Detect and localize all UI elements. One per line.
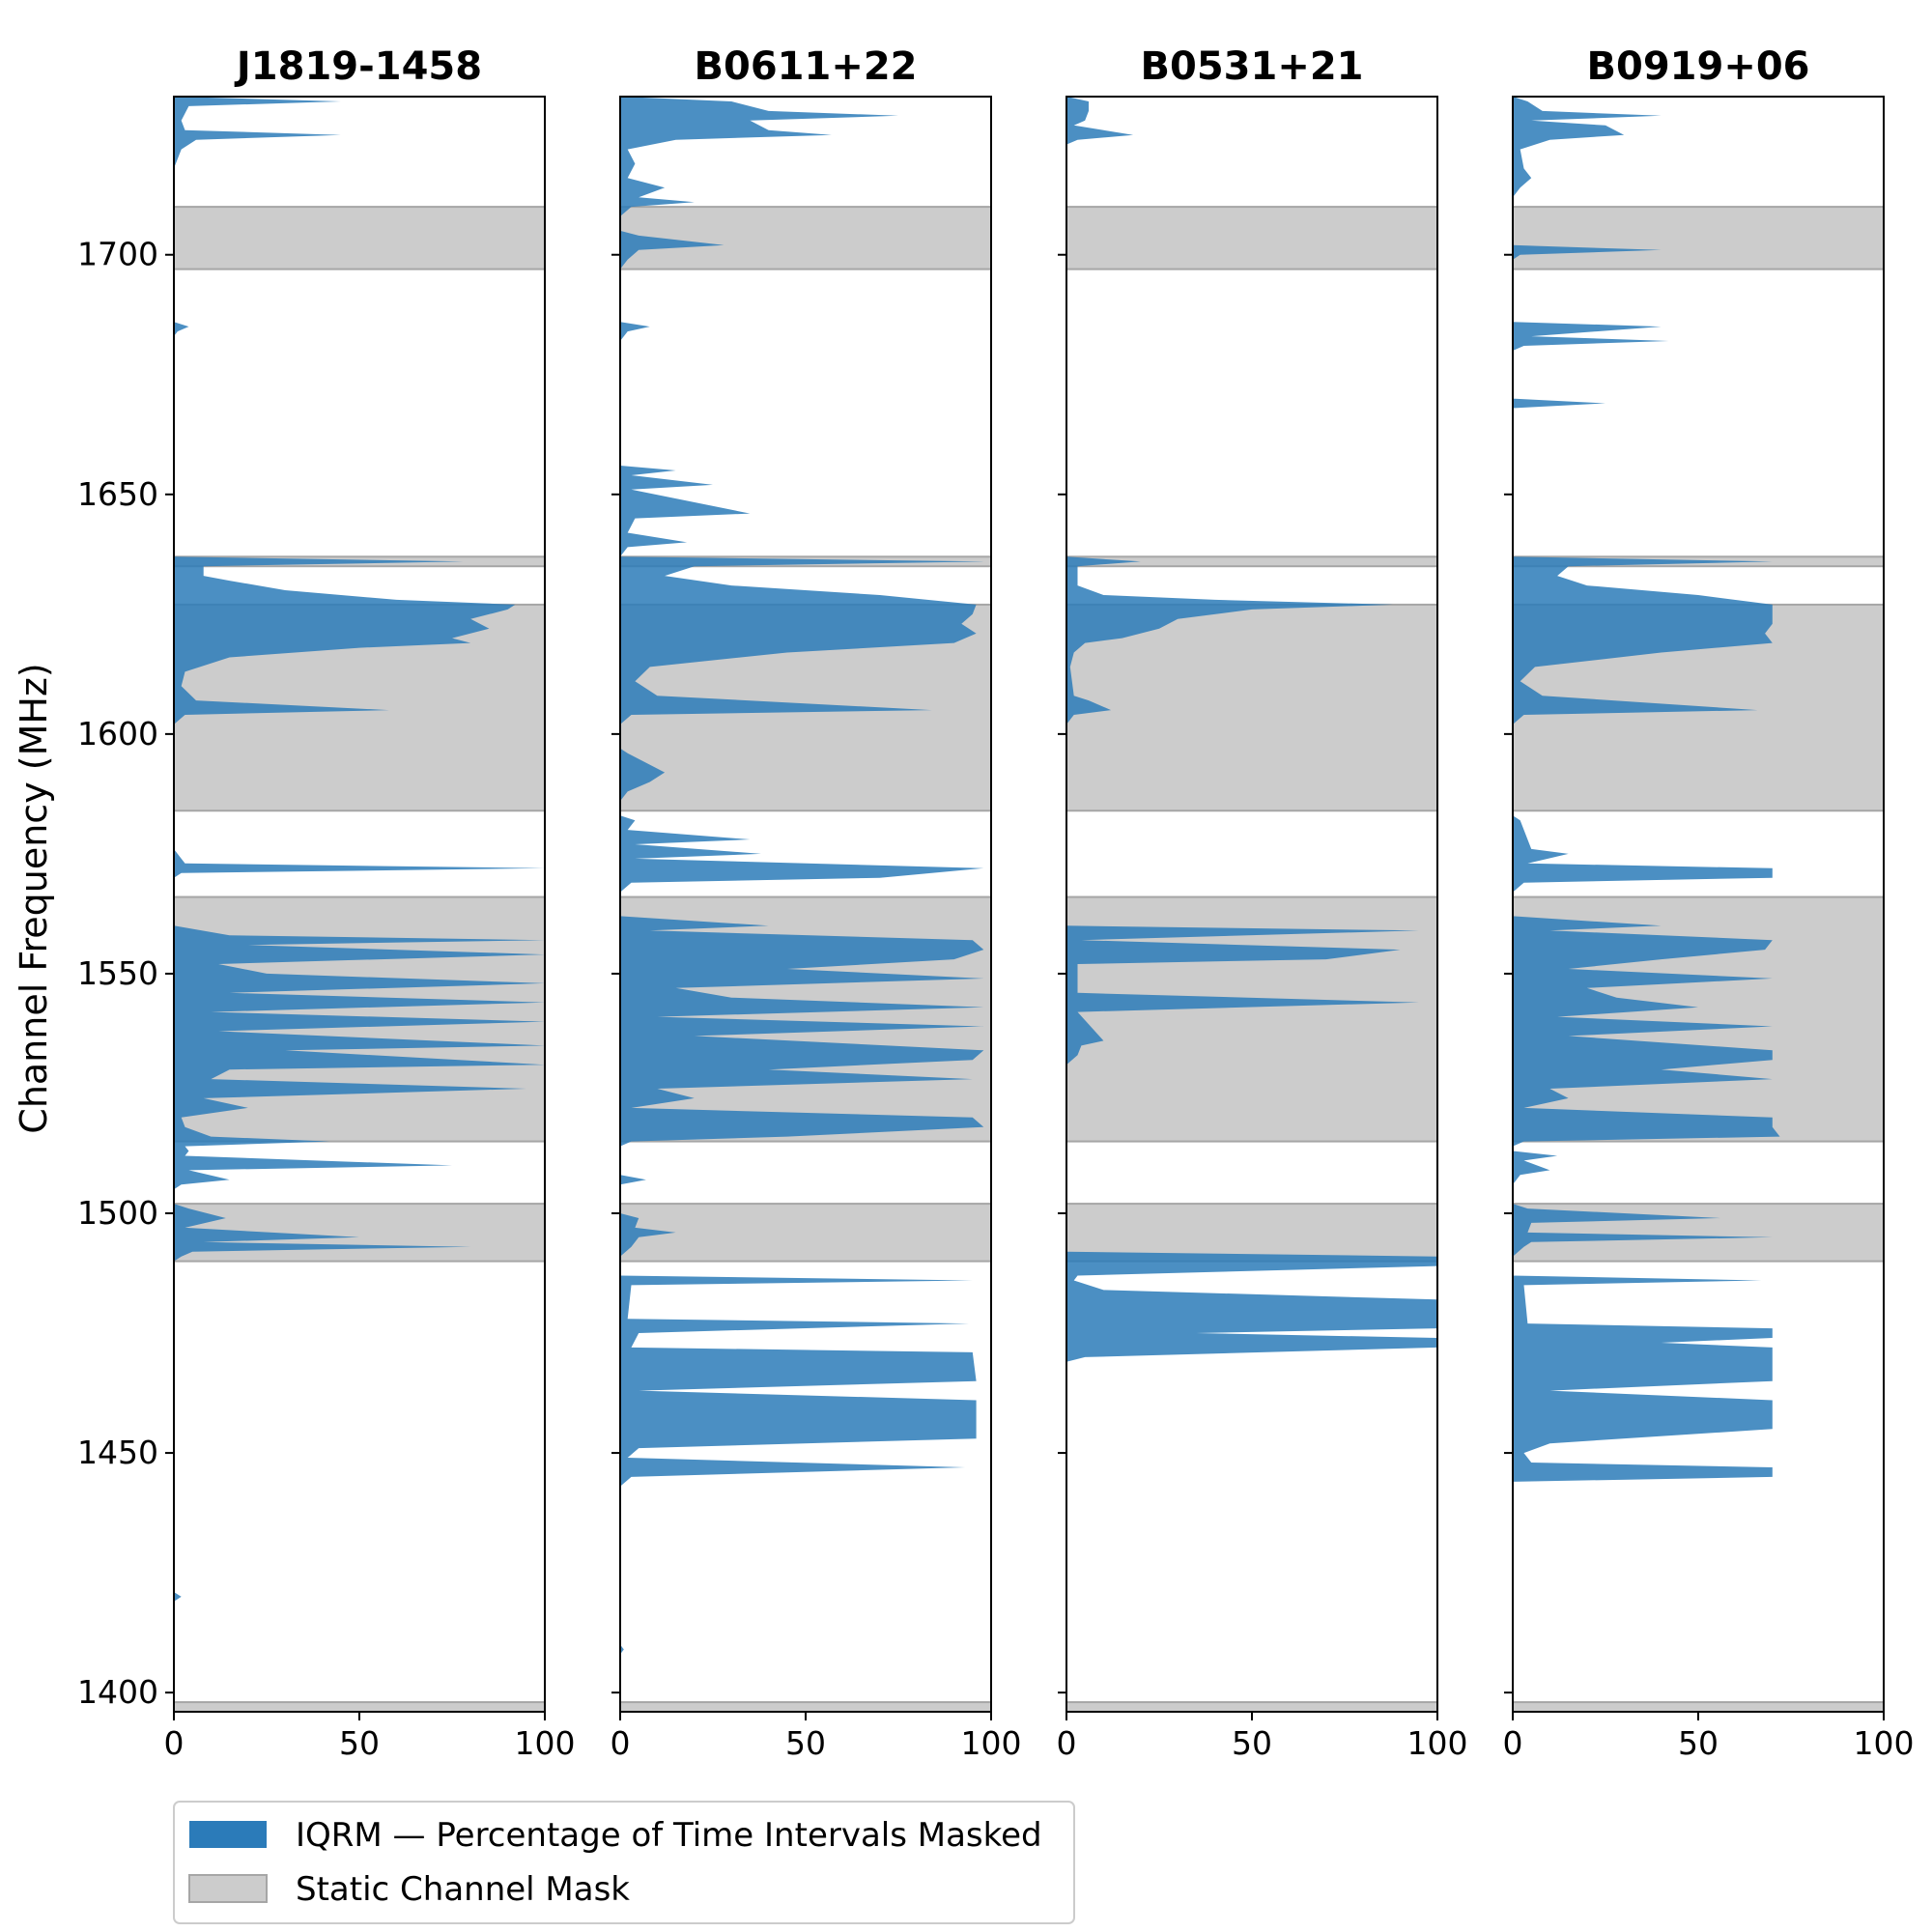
y-tick-label: 1450 xyxy=(77,1434,158,1471)
panel-2: B0611+22 0 50 100 xyxy=(611,44,1022,1762)
static-mask-band xyxy=(173,1701,546,1713)
y-axis-label: Channel Frequency (MHz) xyxy=(13,663,55,1133)
static-mask-band xyxy=(619,206,992,270)
static-mask-band xyxy=(1065,1701,1438,1713)
y-tick-label: 1600 xyxy=(77,715,158,753)
x-tick-label: 100 xyxy=(1854,1724,1915,1762)
iqrm-area xyxy=(174,97,545,1602)
legend-swatch-static-mask xyxy=(188,1874,268,1903)
x-tick-label: 50 xyxy=(785,1724,826,1762)
panel-4: B0919+06 0 50 100 xyxy=(1503,44,1915,1762)
static-mask-band xyxy=(1065,206,1438,270)
panel-3: B0531+21 0 50 100 xyxy=(1057,44,1468,1762)
legend-swatch-iqrm xyxy=(189,1821,267,1848)
legend-box xyxy=(173,1801,1075,1924)
panel-title: B0531+21 xyxy=(1141,44,1364,89)
legend-label-iqrm: IQRM — Percentage of Time Intervals Mask… xyxy=(296,1816,1042,1855)
x-tick-label: 50 xyxy=(1678,1724,1719,1762)
y-tick-label: 1500 xyxy=(77,1194,158,1232)
panel-title: J1819-1458 xyxy=(234,44,482,89)
x-tick-label: 0 xyxy=(1503,1724,1523,1762)
legend: IQRM — Percentage of Time Intervals Mask… xyxy=(173,1801,1075,1924)
x-tick-label: 0 xyxy=(1057,1724,1077,1762)
panel-1: J1819-1458 0 50 100 1400 1450 1500 1550 1600 1650… xyxy=(77,44,575,1762)
y-tick-label: 1550 xyxy=(77,954,158,992)
panel-title: B0919+06 xyxy=(1587,44,1810,89)
static-mask-band xyxy=(619,1203,992,1263)
panel-title: B0611+22 xyxy=(695,44,918,89)
x-tick-label: 0 xyxy=(611,1724,631,1762)
x-tick-label: 50 xyxy=(339,1724,380,1762)
static-mask-band xyxy=(1512,1701,1885,1713)
x-tick-label: 100 xyxy=(1407,1724,1468,1762)
y-tick-label: 1700 xyxy=(77,236,158,273)
iqrm-area xyxy=(620,97,984,1655)
static-mask-band xyxy=(1065,1203,1438,1263)
y-tick-label: 1400 xyxy=(77,1673,158,1711)
static-mask-band xyxy=(1512,206,1885,270)
static-mask-band xyxy=(173,206,546,270)
panels: J1819-1458 0 50 100 1400 1450 1500 1550 1600 1650… xyxy=(77,44,1914,1762)
x-tick-label: 100 xyxy=(961,1724,1022,1762)
x-tick-label: 50 xyxy=(1232,1724,1272,1762)
legend-label-static-mask: Static Channel Mask xyxy=(296,1870,630,1909)
static-mask-band xyxy=(619,1701,992,1713)
x-tick-label: 100 xyxy=(515,1724,576,1762)
x-tick-label: 0 xyxy=(164,1724,185,1762)
iqrm-area xyxy=(1513,97,1780,1482)
y-tick-label: 1650 xyxy=(77,475,158,513)
